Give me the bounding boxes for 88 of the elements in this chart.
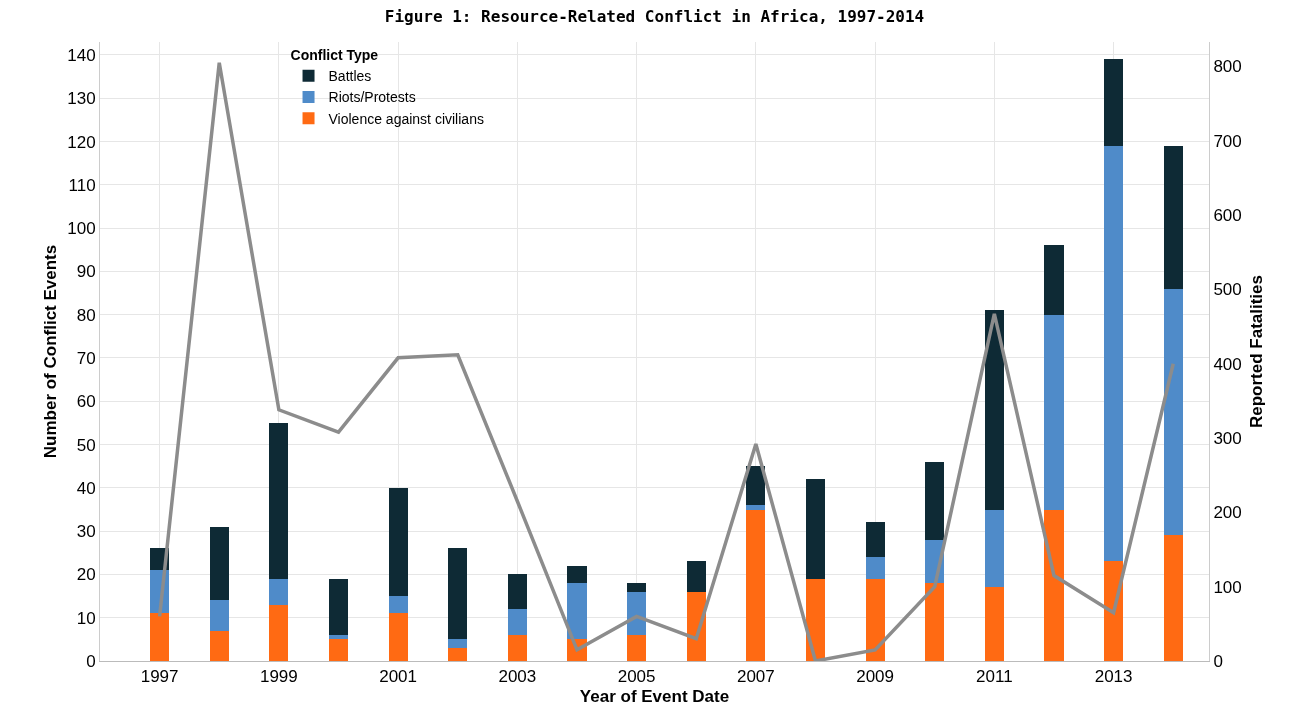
line-series [157,61,1175,661]
y2-tick-label: 600 [1213,206,1242,226]
y-tick-label: 100 [67,219,96,239]
x-tick-label: 2013 [1094,667,1133,687]
legend-label: Violence against civilians [328,110,484,127]
bar [925,461,945,540]
bar [1163,535,1183,661]
bar [1163,145,1183,289]
x-tick-label: 2009 [856,667,895,687]
y2-tick-label: 0 [1213,651,1223,671]
y-tick-label: 80 [76,305,96,325]
y-tick-label: 110 [68,175,96,195]
legend-title: Conflict Type [290,47,379,64]
bar [746,505,766,510]
x-tick-label: 2001 [379,667,418,687]
x-tick-label: 2005 [617,667,656,687]
bar [1104,145,1124,562]
bar [1163,288,1183,536]
bar [686,561,706,592]
bar [269,578,289,605]
bar [328,578,349,636]
bar [269,422,289,579]
bar [805,578,826,661]
y-tick-label: 0 [86,651,96,671]
bar [627,635,647,661]
y2-tick-label: 200 [1213,503,1242,523]
bar [984,509,1004,588]
bar [388,487,408,597]
bar [925,583,945,661]
bar [746,509,766,661]
bar [567,565,587,584]
bar [1104,59,1124,146]
y2-tick-label: 700 [1213,131,1242,151]
x-tick-label: 2007 [736,667,775,687]
bar [388,613,408,661]
bar [448,648,468,661]
y-tick-label: 120 [67,132,96,152]
y2-tick-label: 100 [1213,577,1242,597]
legend-label: Riots/Protests [328,89,416,106]
bar [1104,561,1124,661]
bar [328,635,349,640]
bar [1044,245,1064,315]
bar [328,639,349,661]
y-tick-label: 30 [76,522,96,542]
y-tick-label: 130 [67,89,96,109]
bar [448,639,468,649]
y-tick-label: 70 [76,348,96,368]
bar [388,596,408,614]
legend-label: Battles [328,68,372,85]
x-tick-label: 1997 [140,667,179,687]
y-tick-label: 10 [76,608,96,628]
bar [865,522,885,558]
bar [507,574,527,610]
y-tick-label: 50 [76,435,96,455]
bar [209,526,229,601]
bar [209,630,229,661]
y2-tick-label: 300 [1213,429,1242,449]
y2-tick-label: 500 [1213,280,1242,300]
y2-axis-title: Reported Fatalities [1246,274,1266,429]
y-tick-label: 140 [67,45,96,65]
bar [627,591,647,636]
bar [627,583,647,592]
bar [1044,509,1064,661]
bar [1044,314,1064,510]
bar [984,587,1004,661]
bar [984,310,1004,510]
y-tick-label: 90 [76,262,96,282]
y-tick-label: 20 [76,565,96,585]
bar [150,613,170,661]
bar [507,609,527,636]
y-tick-label: 40 [76,478,96,498]
chart-title: Figure 1: Resource-Related Conflict in Africa, 1997-2014 [384,6,925,26]
y2-tick-label: 800 [1213,57,1242,77]
bar [865,557,885,579]
x-tick-label: 1999 [259,667,298,687]
bar [209,600,229,631]
bar [865,578,885,661]
bar [805,479,826,579]
bar [269,604,289,661]
y2-tick-label: 400 [1213,354,1242,374]
x-tick-label: 2003 [498,667,537,687]
bar [448,548,468,640]
y-axis-title: Number of Conflict Events [41,244,60,459]
x-axis-title: Year of Event Date [579,686,730,706]
bar [507,635,527,661]
bar [567,583,587,640]
y-tick-label: 60 [76,392,96,412]
x-tick-label: 2011 [976,667,1013,687]
